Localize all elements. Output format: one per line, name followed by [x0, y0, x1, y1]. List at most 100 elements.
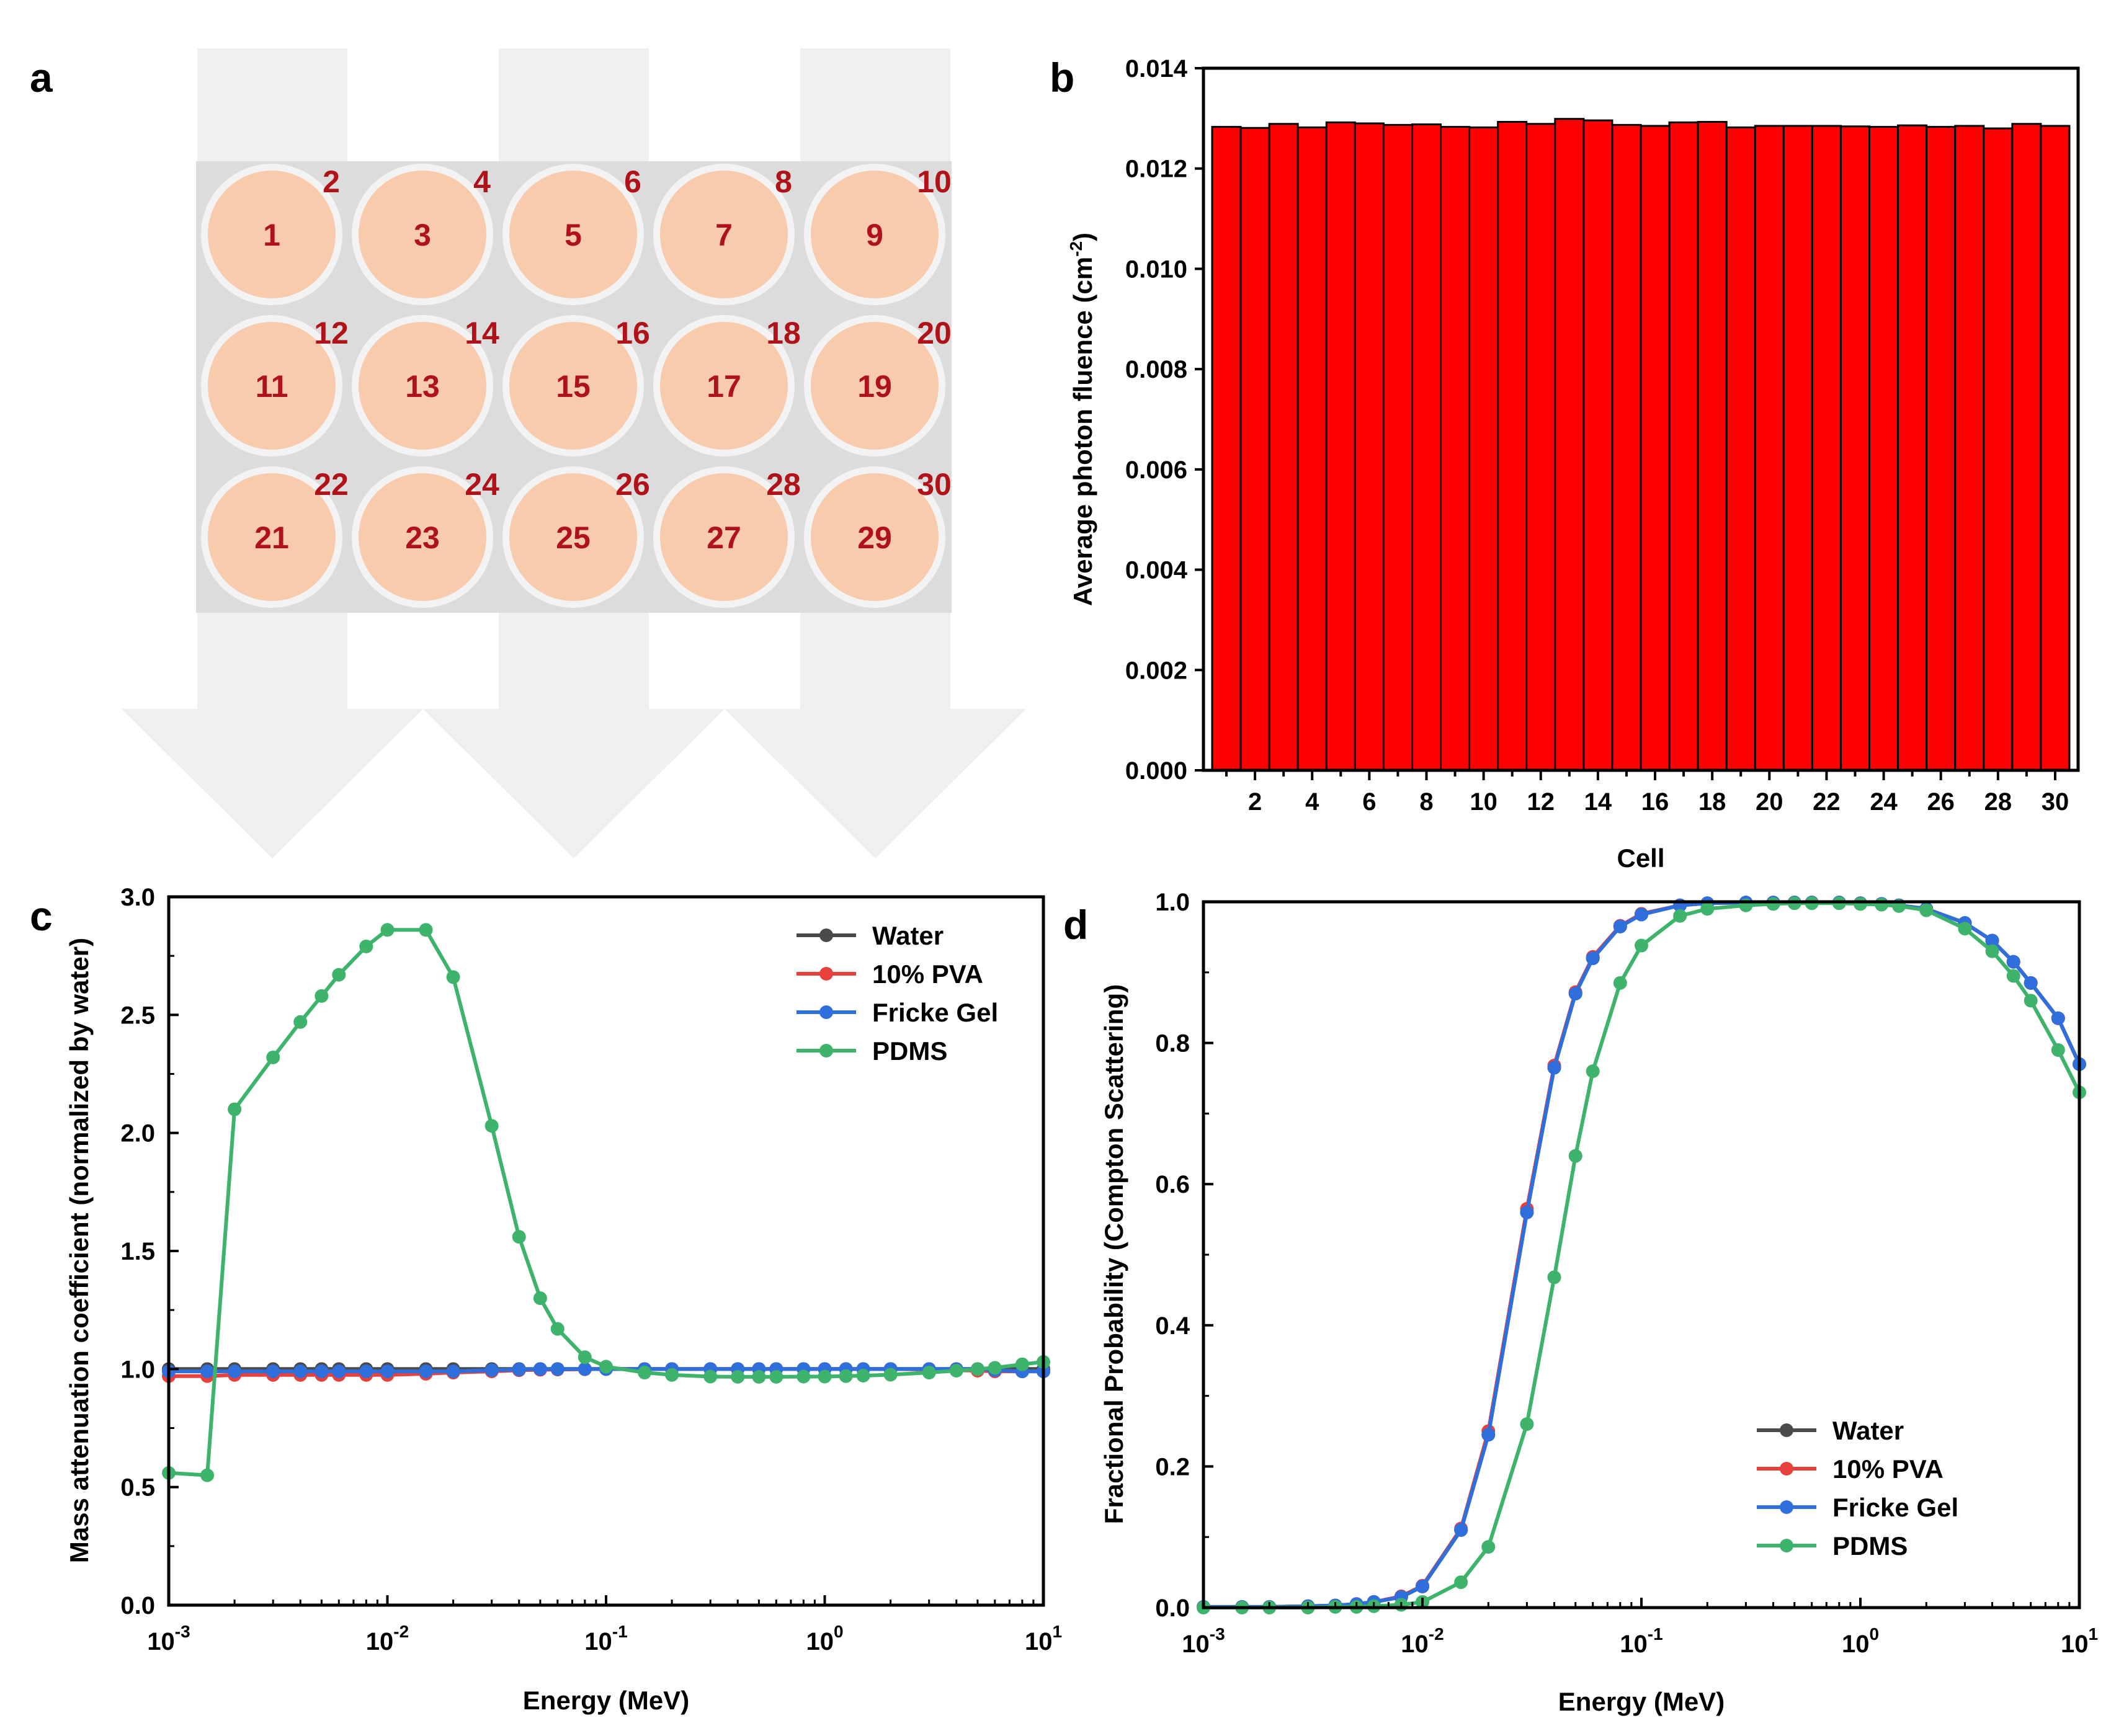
- x-tick-label: 8: [1419, 788, 1433, 816]
- cell-7: [660, 171, 788, 298]
- data-point: [1520, 1417, 1534, 1431]
- data-point: [578, 1350, 592, 1364]
- x-tick-label: 12: [1527, 788, 1555, 816]
- cell-5: [509, 171, 637, 298]
- cell-number-corner: 24: [465, 467, 499, 502]
- data-point: [315, 989, 329, 1003]
- legend-marker: [819, 1044, 833, 1057]
- data-point: [228, 1102, 242, 1116]
- data-point: [533, 1291, 547, 1306]
- data-point: [578, 1362, 592, 1376]
- cell-number-corner: 20: [917, 316, 952, 350]
- bar-cell-17: [1668, 121, 1699, 772]
- data-point: [1635, 907, 1648, 922]
- data-point: [380, 1364, 395, 1379]
- data-point: [1520, 1205, 1534, 1219]
- cell-number-corner: 10: [917, 164, 952, 199]
- line-series-d: [1197, 896, 2086, 1614]
- x-tick-label: 22: [1813, 788, 1841, 816]
- x-tick-label: 2: [1248, 788, 1262, 816]
- cell-9: [811, 171, 939, 298]
- data-point: [2024, 994, 2038, 1008]
- bar-cell-26: [1926, 126, 1957, 772]
- y-tick-label: 1.0: [120, 1356, 155, 1383]
- bar-cell-3: [1268, 123, 1299, 772]
- bar-cell-25: [1897, 124, 1928, 772]
- cell-number: 9: [866, 218, 883, 252]
- y-tick-label: 0.002: [1125, 657, 1187, 684]
- data-point: [2006, 955, 2020, 969]
- data-point: [1586, 951, 1600, 966]
- data-point: [1568, 1149, 1582, 1163]
- data-point: [665, 1368, 679, 1382]
- line-series-c: [162, 923, 1050, 1482]
- cell-17: [660, 322, 788, 450]
- y-tick-label: 0.2: [1155, 1453, 1190, 1480]
- data-point: [446, 970, 460, 984]
- x-tick-label: 10-1: [584, 1622, 627, 1655]
- cell-11: [208, 322, 336, 450]
- bar-cell-14: [1582, 119, 1613, 772]
- x-tick-base: 10: [1025, 1628, 1053, 1655]
- x-tick-label: 20: [1756, 788, 1783, 816]
- data-point: [550, 1322, 565, 1336]
- bar-cell-6: [1354, 122, 1385, 772]
- legend-label: PDMS: [1832, 1531, 1908, 1560]
- data-point: [293, 1364, 308, 1379]
- x-tick-label: 10-3: [147, 1622, 190, 1655]
- cell-number-corner: 6: [624, 164, 641, 199]
- y-tick-label: 0.0: [120, 1592, 155, 1619]
- x-tick-base: 10: [366, 1628, 394, 1655]
- data-point: [752, 1369, 766, 1384]
- x-tick-label: 101: [2061, 1624, 2098, 1658]
- bar-cell-29: [2011, 123, 2042, 772]
- data-point: [266, 1364, 280, 1379]
- x-tick-base: 10: [584, 1628, 612, 1655]
- x-tick-exp: -2: [393, 1622, 409, 1641]
- data-point: [1568, 986, 1582, 1000]
- data-point: [769, 1369, 783, 1384]
- arrow-head-3: [725, 709, 1026, 858]
- panel-label-b: b: [1050, 55, 1074, 100]
- data-point: [731, 1369, 745, 1384]
- bar-cell-9: [1440, 126, 1471, 772]
- legend-label: Water: [872, 921, 944, 950]
- x-tick-label: 14: [1584, 788, 1612, 816]
- legend-label: Fricke Gel: [872, 998, 998, 1027]
- y-tick-label: 0.004: [1125, 557, 1188, 584]
- data-point: [1454, 1575, 1468, 1590]
- data-point: [200, 1364, 215, 1379]
- data-point: [922, 1366, 936, 1380]
- bar-cell-8: [1411, 123, 1442, 772]
- x-tick-label: 10: [1470, 788, 1497, 816]
- cell-15: [509, 322, 637, 450]
- bar-cell-22: [1811, 125, 1842, 772]
- x-tick-label: 100: [1842, 1624, 1879, 1658]
- cell-number: 1: [263, 218, 280, 252]
- y-axis-label-b-main: Average photon fluence (cm: [1068, 257, 1097, 606]
- y-axis-label-b-sup: -2: [1066, 241, 1086, 257]
- legend-d: Water 10% PVA Fricke Gel PDMS: [1757, 1416, 1958, 1560]
- legend-label: 10% PVA: [872, 959, 983, 989]
- cell-number-corner: 26: [615, 467, 650, 502]
- legend-marker: [819, 1005, 833, 1019]
- data-point: [550, 1362, 565, 1376]
- x-tick-label: 4: [1305, 788, 1319, 816]
- panel-label-a: a: [30, 55, 53, 100]
- cell-number-corner: 30: [917, 467, 952, 502]
- bar-cell-10: [1468, 126, 1499, 772]
- bar-cell-2: [1239, 127, 1270, 772]
- data-point: [2051, 1043, 2065, 1057]
- x-tick-exp: -2: [1429, 1624, 1444, 1644]
- x-tick-exp: -1: [612, 1622, 628, 1641]
- legend-marker: [819, 928, 833, 942]
- y-tick-label: 0.014: [1125, 55, 1188, 82]
- data-point: [484, 1363, 499, 1378]
- y-tick-label: 2.5: [120, 1002, 155, 1029]
- y-tick-label: 3.0: [120, 884, 155, 911]
- x-axis-label-d: Energy (MeV): [1558, 1687, 1725, 1716]
- x-tick-label: 101: [1025, 1622, 1062, 1655]
- y-tick-label: 1.5: [120, 1238, 155, 1265]
- data-point: [1015, 1357, 1029, 1371]
- x-tick-label: 10-3: [1182, 1624, 1225, 1658]
